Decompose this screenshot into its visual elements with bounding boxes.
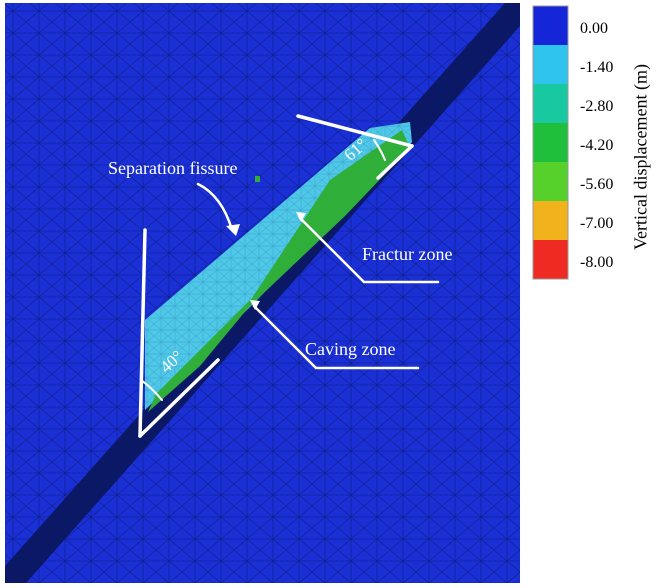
right-angle-diagonal-line (376, 144, 414, 180)
colorbar-tick-label: -4.20 (580, 137, 614, 154)
arrowheads (226, 212, 306, 310)
left-angle-vertical-line (138, 228, 147, 438)
colorbar-tick-label: -2.80 (580, 98, 614, 115)
colorbar-tick-label: 0.00 (580, 20, 608, 37)
colorbar-swatch (533, 240, 568, 279)
fracture-zone-pointer (298, 216, 440, 284)
colorbar-swatch (533, 45, 568, 84)
failure-zones (145, 122, 412, 412)
colorbar-swatch (533, 123, 568, 162)
colorbar-swatch (533, 162, 568, 201)
annotation-lines (138, 114, 440, 438)
colorbar-swatch (533, 6, 568, 45)
colorbar-title: Vertical displacement (m) (630, 64, 651, 250)
colorbar-tick-label: -7.00 (580, 215, 614, 232)
caving-zone-pointer (252, 304, 420, 370)
separation-fissure-label: Separation fissure (108, 158, 238, 178)
colorbar-tick-label: -8.00 (580, 254, 614, 271)
left-angle-base-line (138, 358, 220, 438)
separation-fissure-pointer (196, 182, 234, 232)
separation-fissure-arrowhead (226, 224, 240, 236)
caving-zone-arrowhead (250, 300, 260, 310)
colorbar-tick-label: -5.60 (580, 176, 614, 193)
right-angle-top-line (296, 114, 414, 148)
colorbar-title-box: Vertical displacement (m) (621, 32, 661, 282)
fracture-zone-arrowhead (296, 212, 306, 222)
colorbar-swatch (533, 201, 568, 240)
left-angle-arc (140, 379, 163, 401)
fracture-zone-label: Fractur zone (362, 244, 453, 264)
colorbar-swatch (533, 84, 568, 123)
colorbar (532, 5, 569, 280)
colorbar-border (532, 5, 569, 280)
colorbar-tick-label: -1.40 (580, 59, 614, 76)
right-angle-arc (373, 139, 386, 161)
small-green-mark (255, 176, 260, 182)
caving-zone-label: Caving zone (305, 339, 396, 359)
caving-zone (148, 130, 410, 412)
